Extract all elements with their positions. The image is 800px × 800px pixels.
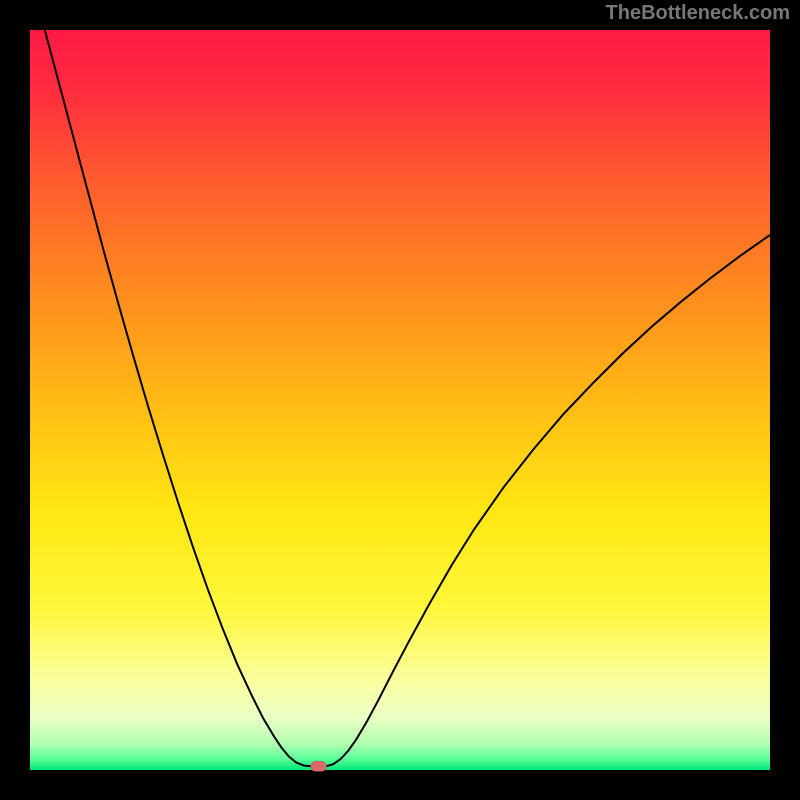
chart-container: TheBottleneck.com <box>0 0 800 800</box>
bottleneck-chart <box>0 0 800 800</box>
optimal-marker <box>311 761 327 771</box>
watermark-text: TheBottleneck.com <box>606 2 790 25</box>
